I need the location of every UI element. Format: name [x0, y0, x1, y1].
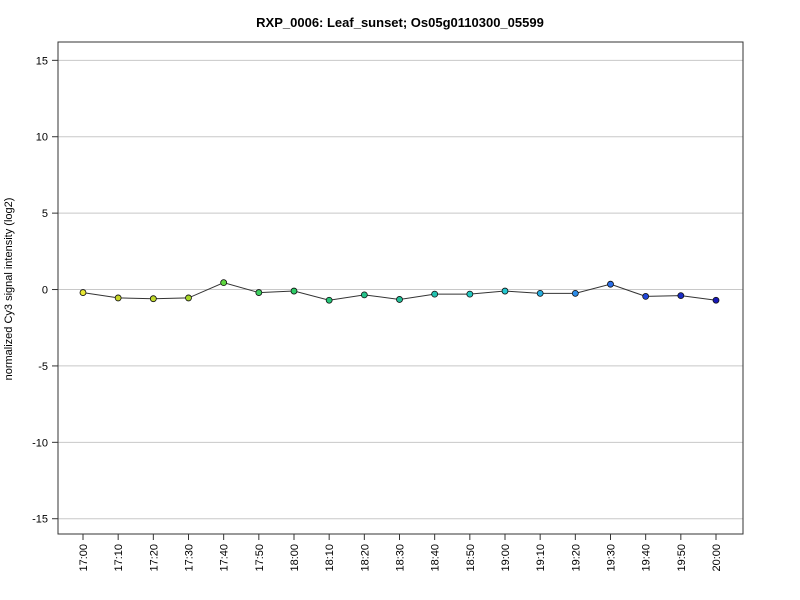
data-point [431, 290, 439, 298]
data-point [466, 290, 474, 298]
data-point [501, 287, 509, 295]
x-tick-label: 17:10 [113, 544, 125, 572]
x-tick-label: 18:20 [359, 544, 371, 572]
y-tick-label: -10 [32, 437, 48, 449]
x-tick-label: 17:20 [148, 544, 160, 572]
y-axis-label: normalized Cy3 signal intensity (log2) [3, 198, 15, 381]
data-point [571, 289, 579, 297]
chart-title: RXP_0006: Leaf_sunset; Os05g0110300_0559… [256, 15, 544, 30]
x-tick-label: 18:10 [324, 544, 336, 572]
data-point [677, 292, 685, 300]
x-tick-label: 17:50 [254, 544, 266, 572]
data-point [255, 289, 263, 296]
x-tick-label: 17:00 [78, 544, 90, 572]
data-point [607, 280, 614, 288]
series-layer [79, 279, 720, 304]
x-tick-label: 18:40 [430, 544, 442, 572]
data-point [325, 296, 333, 304]
plot-frame [57, 41, 744, 535]
x-tick-label: 18:30 [395, 544, 407, 572]
y-tick-label: 5 [42, 208, 48, 220]
x-tick-label: 19:00 [500, 544, 512, 572]
x-tick-label: 19:30 [606, 544, 618, 572]
data-point [360, 291, 368, 299]
y-axis: -15 -10 -5 0 5 10 15 [32, 55, 58, 526]
x-tick-label: 19:40 [641, 544, 653, 572]
y-tick-label: 0 [42, 285, 48, 297]
x-tick-label: 19:20 [570, 544, 582, 572]
x-tick-label: 19:10 [535, 544, 547, 572]
x-tick-label: 18:50 [465, 544, 477, 572]
data-point [536, 289, 544, 297]
x-tick-label: 18:00 [289, 544, 301, 572]
y-tick-label: 10 [36, 132, 48, 144]
x-tick-label: 17:40 [219, 544, 231, 572]
x-tick-label: 17:30 [184, 544, 196, 572]
data-point [185, 294, 192, 302]
data-point [290, 287, 298, 295]
data-point [712, 296, 720, 304]
y-tick-label: -15 [32, 514, 48, 526]
data-point [149, 295, 157, 303]
data-point [220, 279, 228, 287]
grid-lines [58, 59, 743, 520]
data-point [79, 289, 87, 296]
x-tick-label: 19:50 [676, 544, 688, 572]
data-point [642, 293, 650, 300]
data-point [396, 296, 403, 303]
y-tick-label: -5 [38, 361, 48, 373]
y-tick-label: 15 [36, 55, 48, 67]
x-axis: 17:00 17:10 17:20 17:30 17:40 17:50 18:00 18:10… [78, 534, 723, 572]
data-point [114, 294, 122, 302]
x-tick-label: 20:00 [711, 544, 723, 572]
